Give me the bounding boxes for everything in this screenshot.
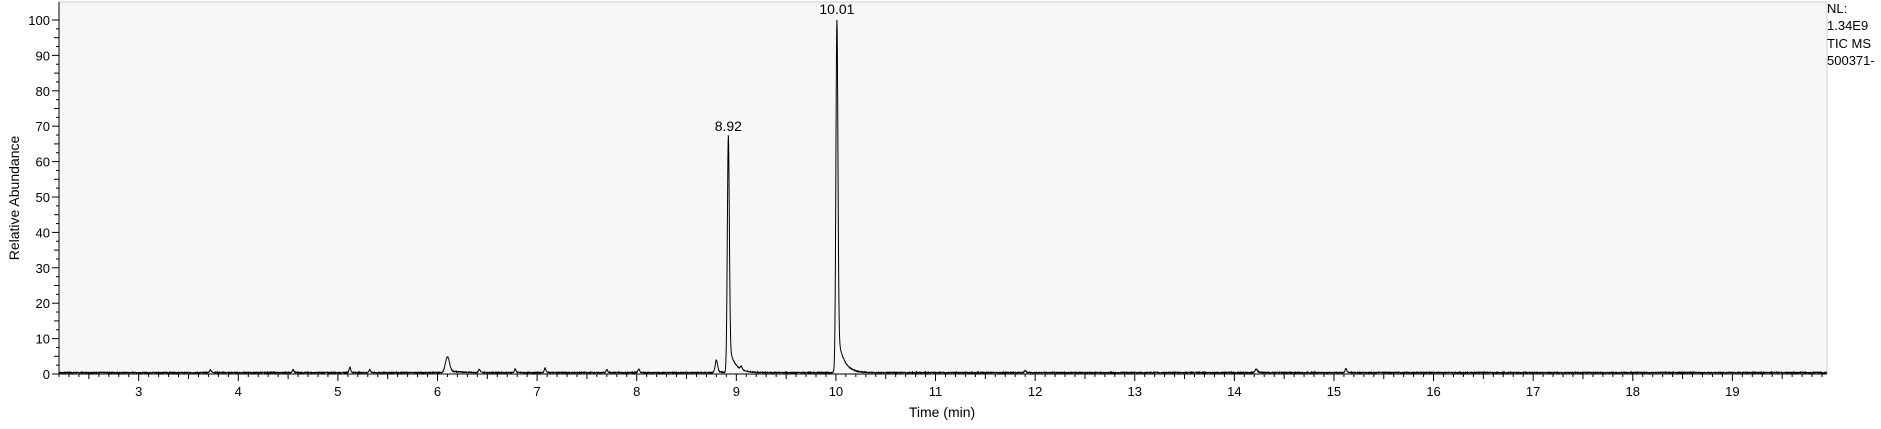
x-tick-label: 10	[829, 384, 843, 399]
x-tick-label: 6	[434, 384, 441, 399]
x-tick-label: 14	[1227, 384, 1241, 399]
y-tick-label: 0	[43, 367, 50, 382]
x-tick-label: 17	[1526, 384, 1540, 399]
peak-labels: 8.92 10.01	[715, 1, 855, 134]
x-axis-title: Time (min)	[909, 404, 975, 420]
y-tick-label: 20	[36, 296, 50, 311]
y-tick-label: 60	[36, 155, 50, 170]
y-tick-label: 40	[36, 225, 50, 240]
x-tick-label: 9	[733, 384, 740, 399]
x-tick-label: 4	[235, 384, 242, 399]
y-tick-label: 70	[36, 119, 50, 134]
x-tick-label: 5	[334, 384, 341, 399]
x-tick-label: 13	[1128, 384, 1142, 399]
y-tick-label: 100	[28, 13, 50, 28]
file-name: 500371-	[1827, 53, 1875, 68]
nl-label: NL:	[1827, 1, 1848, 16]
x-tick-label: 7	[533, 384, 540, 399]
y-axis-title: Relative Abundance	[6, 136, 22, 261]
x-axis: 3 4 5 6 7 8 9 10 11 12 13 14 15 16 17 18 19	[58, 373, 1827, 399]
x-tick-label: 3	[135, 384, 142, 399]
x-tick-label: 8	[633, 384, 640, 399]
y-tick-label: 50	[36, 190, 50, 205]
x-tick-label: 11	[929, 384, 943, 399]
tic-trace	[58, 19, 1827, 375]
y-axis: 0 10 20 30 40 50 60 70 80 90 100	[28, 2, 60, 382]
x-tick-label: 16	[1426, 384, 1440, 399]
y-tick-label: 10	[36, 332, 50, 347]
x-tick-label: 12	[1028, 384, 1042, 399]
peak-label: 10.01	[819, 1, 854, 17]
scan-filter: TIC MS	[1827, 36, 1872, 51]
x-tick-label: 18	[1626, 384, 1640, 399]
nl-value: 1.34E9	[1827, 18, 1869, 33]
plot-area	[58, 1, 1828, 375]
x-tick-label: 19	[1725, 384, 1739, 399]
x-tick-label: 15	[1327, 384, 1341, 399]
y-tick-label: 80	[36, 84, 50, 99]
peak-label: 8.92	[715, 118, 742, 134]
y-tick-label: 90	[36, 48, 50, 63]
y-tick-label: 30	[36, 261, 50, 276]
